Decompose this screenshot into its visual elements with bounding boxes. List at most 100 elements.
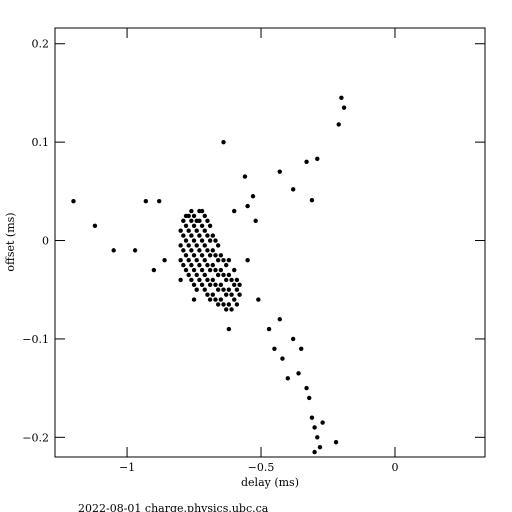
point bbox=[71, 198, 76, 204]
point bbox=[317, 444, 323, 450]
footer: 2022-08-01 charge.physics.ubc.ca bbox=[78, 502, 269, 512]
point bbox=[178, 277, 183, 283]
point bbox=[253, 218, 258, 224]
point bbox=[304, 385, 309, 391]
point bbox=[312, 449, 317, 455]
y-tick-label: 0.1 bbox=[32, 136, 50, 149]
plot-frame bbox=[54, 27, 486, 458]
point bbox=[181, 248, 186, 253]
point bbox=[199, 267, 205, 273]
point bbox=[194, 287, 199, 292]
point bbox=[226, 258, 232, 263]
point bbox=[266, 326, 272, 332]
point bbox=[277, 169, 282, 174]
point bbox=[290, 336, 296, 342]
point bbox=[221, 287, 226, 292]
point bbox=[157, 198, 162, 204]
point bbox=[189, 218, 194, 224]
point bbox=[189, 262, 194, 268]
point bbox=[221, 139, 226, 145]
point bbox=[296, 371, 301, 376]
point bbox=[309, 197, 315, 203]
point bbox=[183, 223, 189, 228]
point bbox=[92, 223, 98, 228]
point bbox=[290, 187, 296, 192]
point bbox=[191, 213, 197, 219]
point bbox=[341, 105, 347, 110]
y-tick-label: −0.1 bbox=[22, 333, 49, 346]
point bbox=[272, 346, 277, 351]
point bbox=[210, 292, 216, 297]
point bbox=[280, 356, 285, 361]
point bbox=[237, 292, 242, 297]
point bbox=[202, 287, 207, 292]
point bbox=[218, 253, 224, 258]
y-tick-label: 0 bbox=[42, 235, 49, 248]
point bbox=[202, 272, 207, 278]
point bbox=[221, 272, 226, 278]
point bbox=[223, 277, 229, 283]
point bbox=[183, 238, 189, 243]
point bbox=[202, 213, 207, 219]
point bbox=[226, 326, 232, 332]
point bbox=[234, 302, 240, 307]
point bbox=[320, 420, 325, 425]
point bbox=[226, 272, 232, 278]
x-axis-label: delay (ms) bbox=[241, 476, 299, 489]
point bbox=[205, 233, 210, 238]
point bbox=[178, 243, 183, 248]
point bbox=[213, 267, 218, 273]
point bbox=[213, 238, 218, 243]
point bbox=[213, 253, 218, 258]
point bbox=[191, 223, 197, 228]
point bbox=[205, 218, 210, 224]
point bbox=[218, 267, 224, 273]
point bbox=[223, 262, 229, 268]
point bbox=[309, 415, 315, 420]
point bbox=[199, 208, 205, 214]
point bbox=[186, 258, 191, 263]
point bbox=[202, 228, 207, 233]
point bbox=[197, 233, 202, 238]
point bbox=[315, 435, 320, 440]
point bbox=[207, 223, 213, 228]
point bbox=[256, 297, 261, 302]
point bbox=[226, 302, 232, 307]
point bbox=[312, 425, 317, 430]
point bbox=[215, 243, 221, 248]
point bbox=[237, 282, 242, 288]
point bbox=[205, 277, 210, 283]
point bbox=[183, 267, 189, 273]
point bbox=[207, 297, 213, 302]
point bbox=[197, 277, 202, 283]
point bbox=[205, 292, 210, 297]
point bbox=[132, 248, 138, 253]
point bbox=[299, 346, 304, 351]
x-tick-label: −0.5 bbox=[248, 461, 275, 474]
point bbox=[111, 248, 116, 253]
point bbox=[250, 194, 256, 199]
point bbox=[226, 287, 232, 292]
point bbox=[210, 233, 216, 238]
point bbox=[197, 218, 202, 224]
point bbox=[191, 253, 197, 258]
point bbox=[229, 307, 234, 312]
point bbox=[191, 282, 197, 288]
point bbox=[242, 174, 248, 179]
point bbox=[304, 159, 309, 165]
point bbox=[205, 262, 210, 268]
point bbox=[189, 248, 194, 253]
point bbox=[186, 243, 191, 248]
point bbox=[199, 253, 205, 258]
point bbox=[245, 203, 250, 209]
point bbox=[232, 297, 237, 302]
point bbox=[151, 267, 157, 273]
point bbox=[210, 248, 216, 253]
point bbox=[191, 238, 197, 243]
y-axis-label: offset (ms) bbox=[4, 212, 17, 271]
point bbox=[205, 248, 210, 253]
point bbox=[143, 198, 149, 204]
point bbox=[213, 297, 218, 302]
point bbox=[315, 156, 320, 162]
